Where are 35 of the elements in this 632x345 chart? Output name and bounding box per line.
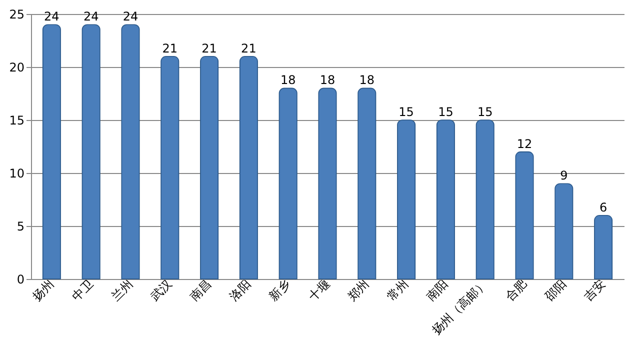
data-label: 24 [44, 10, 60, 24]
x-tick-label: 常州 [384, 276, 412, 304]
data-label: 18 [359, 73, 375, 88]
data-label: 24 [122, 10, 138, 24]
x-tick-label: 吉安 [581, 276, 608, 304]
y-tick-label: 20 [9, 60, 24, 74]
data-label: 12 [516, 136, 532, 151]
x-tick-label: 扬州 [30, 276, 57, 304]
data-label: 15 [438, 105, 454, 119]
y-tick-label: 5 [16, 220, 24, 234]
y-tick-label: 25 [9, 8, 24, 22]
x-tick-label: 新乡 [266, 276, 294, 304]
data-label: 24 [83, 10, 99, 24]
x-tick-label: 中卫 [69, 276, 96, 304]
data-label: 21 [202, 41, 217, 56]
y-tick-label: 15 [9, 114, 24, 128]
data-label: 21 [162, 41, 178, 56]
data-label: 15 [398, 105, 414, 119]
data-label: 18 [320, 73, 336, 88]
x-tick-label: 南阳 [424, 276, 451, 304]
data-label: 15 [477, 105, 493, 119]
x-tick-label: 洛阳 [226, 276, 254, 304]
data-label: 18 [280, 73, 296, 88]
x-tick-label: 十堰 [306, 276, 332, 304]
y-tick-label: 0 [16, 272, 24, 286]
x-tick-label: 南昌 [187, 276, 214, 304]
data-label: 9 [560, 168, 568, 183]
data-label: 6 [599, 200, 608, 214]
x-tick-label: 兰州 [108, 276, 136, 304]
x-tick-label: 邵阳 [542, 276, 569, 304]
data-label: 21 [241, 41, 256, 56]
x-tick-label: 武汉 [148, 276, 175, 304]
x-tick-label: 郑州 [344, 276, 372, 304]
x-tick-label: 合肥 [502, 276, 530, 304]
y-tick-label: 10 [9, 166, 24, 180]
